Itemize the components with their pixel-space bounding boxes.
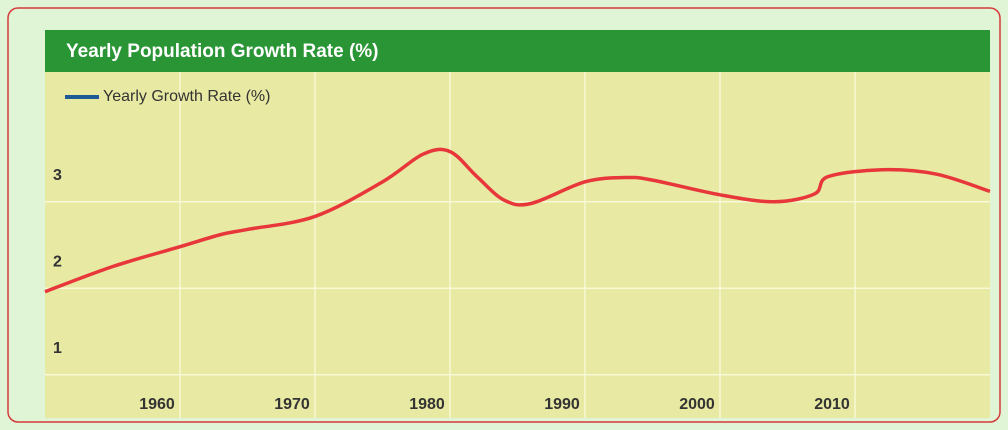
x-tick-label: 1990: [544, 396, 580, 413]
x-tick-label: 1970: [274, 396, 310, 413]
plot-area: [45, 72, 990, 418]
legend-label: Yearly Growth Rate (%): [103, 88, 270, 105]
x-tick-label: 1980: [409, 396, 445, 413]
grid: [45, 72, 990, 418]
line: [44, 147, 991, 294]
y-tick-label: 2: [53, 253, 62, 270]
x-tick-label: 1960: [139, 396, 175, 413]
chart-title: Yearly Population Growth Rate (%): [66, 41, 379, 62]
y-tick-label: 1: [53, 340, 62, 357]
title-bar: [45, 30, 990, 72]
x-tick-label: 2000: [679, 396, 715, 413]
marks: [44, 147, 991, 294]
x-tick-label: 2010: [814, 396, 850, 413]
y-tick-label: 3: [53, 167, 62, 184]
